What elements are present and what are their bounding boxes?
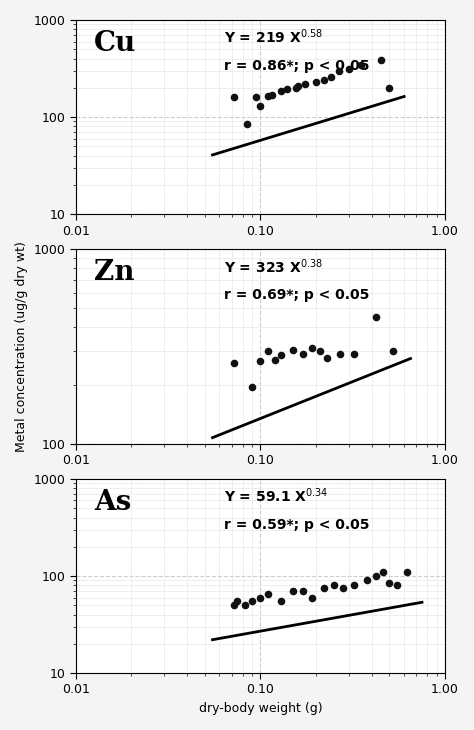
Point	[403, 566, 410, 578]
Point	[264, 345, 272, 357]
Point	[289, 344, 297, 356]
Point	[301, 78, 309, 90]
Point	[345, 64, 352, 75]
Point	[278, 85, 285, 97]
Point	[364, 575, 371, 586]
Point	[256, 100, 264, 112]
Point	[312, 76, 320, 88]
Point	[234, 596, 241, 607]
X-axis label: dry-body weight (g): dry-body weight (g)	[199, 702, 322, 715]
Text: r = 0.59*; p < 0.05: r = 0.59*; p < 0.05	[224, 518, 369, 531]
Y-axis label: Metal concentration (ug/g dry wt): Metal concentration (ug/g dry wt)	[15, 241, 28, 452]
Point	[299, 348, 307, 360]
Point	[283, 83, 291, 95]
Point	[253, 91, 260, 103]
Point	[264, 588, 272, 600]
Point	[278, 596, 285, 607]
Text: Y = 219 X$^{0.58}$: Y = 219 X$^{0.58}$	[224, 28, 322, 47]
Point	[350, 580, 357, 591]
Point	[339, 583, 347, 594]
Point	[336, 348, 344, 360]
Point	[299, 585, 307, 597]
Point	[372, 311, 379, 323]
Point	[230, 357, 238, 369]
Point	[320, 583, 328, 594]
Point	[386, 82, 393, 93]
Point	[323, 353, 331, 364]
Point	[350, 348, 357, 360]
Point	[308, 342, 316, 354]
Point	[308, 592, 316, 604]
Point	[268, 89, 275, 101]
Point	[289, 585, 297, 597]
Point	[244, 118, 251, 130]
Point	[393, 580, 401, 591]
Text: Zn: Zn	[94, 259, 135, 286]
Point	[256, 592, 264, 604]
Point	[256, 356, 264, 367]
Point	[248, 596, 256, 607]
Text: r = 0.86*; p < 0.05: r = 0.86*; p < 0.05	[224, 59, 369, 73]
Point	[271, 354, 279, 366]
Point	[292, 82, 300, 93]
Point	[335, 65, 342, 77]
Point	[379, 566, 387, 578]
Point	[278, 350, 285, 361]
Point	[327, 71, 335, 82]
Point	[248, 382, 256, 393]
Point	[372, 570, 379, 582]
Text: Y = 59.1 X$^{0.34}$: Y = 59.1 X$^{0.34}$	[224, 487, 328, 505]
Point	[294, 80, 302, 92]
Text: r = 0.69*; p < 0.05: r = 0.69*; p < 0.05	[224, 288, 369, 302]
Point	[386, 577, 393, 588]
Point	[264, 90, 272, 101]
Point	[389, 345, 396, 357]
Point	[241, 599, 248, 611]
Point	[316, 345, 324, 357]
Point	[357, 60, 365, 72]
Point	[377, 54, 385, 66]
Text: Y = 323 X$^{0.38}$: Y = 323 X$^{0.38}$	[224, 257, 322, 276]
Point	[230, 91, 238, 103]
Text: As: As	[94, 488, 132, 515]
Point	[330, 580, 337, 591]
Text: Cu: Cu	[94, 30, 137, 57]
Point	[320, 74, 328, 86]
Point	[230, 599, 238, 611]
